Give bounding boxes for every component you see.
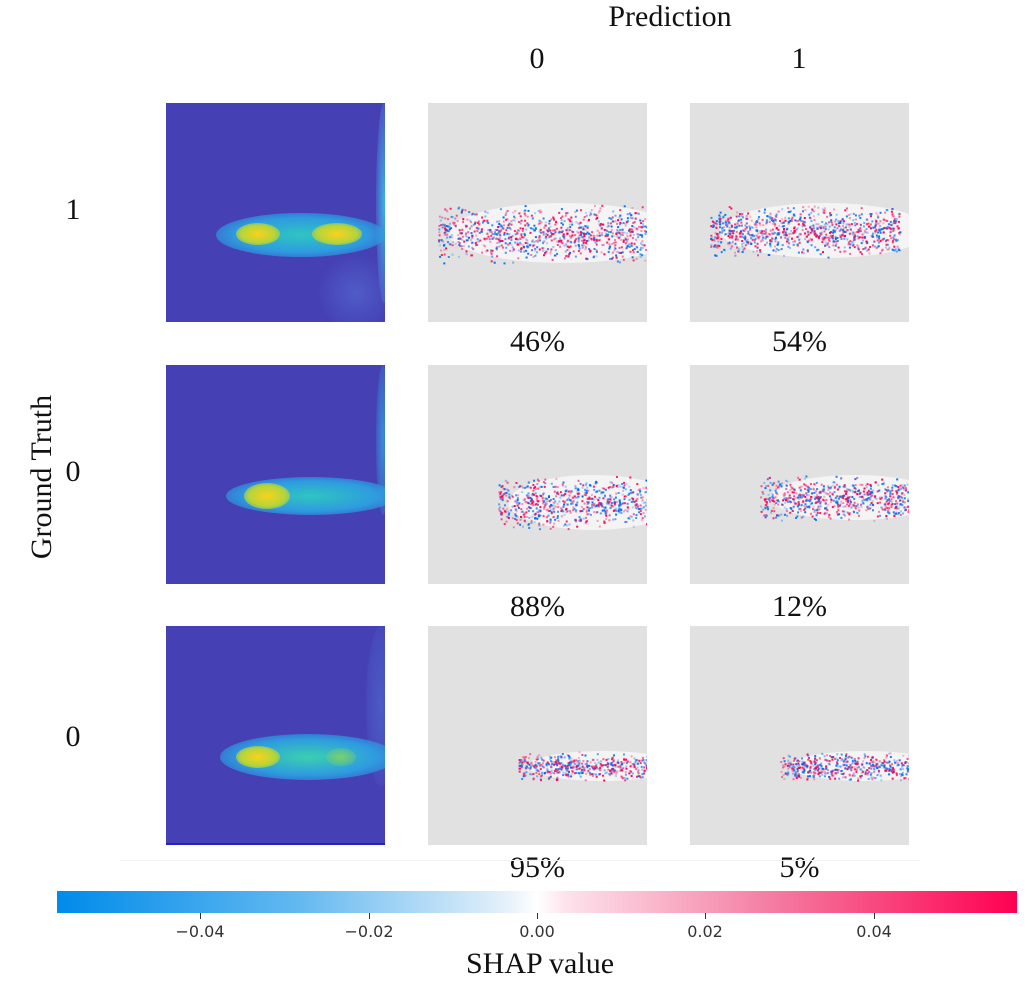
shap-noise (428, 626, 647, 845)
colorbar-tick-label: 0.00 (497, 922, 577, 941)
column-label-1: 1 (769, 42, 829, 76)
colorbar-tick-label: −0.04 (160, 922, 240, 941)
shap-map-row2-pred0 (428, 365, 647, 584)
shap-map-row1-pred0 (428, 103, 647, 322)
colorbar-tick (369, 913, 370, 919)
divider (120, 860, 920, 861)
input-heatmap-row1 (166, 103, 385, 322)
shap-noise (428, 365, 647, 584)
prob-row1-pred1: 54% (690, 325, 909, 359)
colorbar (57, 891, 1017, 913)
colorbar-tick-label: −0.02 (329, 922, 409, 941)
shap-map-row1-pred1 (690, 103, 909, 322)
prob-row3-pred1: 5% (690, 851, 909, 885)
colorbar-tick (200, 913, 201, 919)
colorbar-tick-label: 0.04 (834, 922, 914, 941)
input-heatmap-row3 (166, 626, 385, 845)
input-heatmap-row2 (166, 365, 385, 584)
colorbar-tick (705, 913, 706, 919)
prob-row3-pred0: 95% (428, 851, 647, 885)
row-label-1: 1 (53, 193, 93, 227)
prob-row1-pred0: 46% (428, 325, 647, 359)
shap-noise (690, 365, 909, 584)
colorbar-label: SHAP value (420, 947, 660, 981)
shap-noise (690, 626, 909, 845)
shap-map-row2-pred1 (690, 365, 909, 584)
row-label-3: 0 (53, 720, 93, 754)
shap-noise (690, 103, 909, 322)
figure-title: Prediction (580, 0, 760, 34)
prob-row2-pred0: 88% (428, 590, 647, 624)
shap-map-row3-pred0 (428, 626, 647, 845)
shap-map-row3-pred1 (690, 626, 909, 845)
shap-noise (428, 103, 647, 322)
colorbar-tick (537, 913, 538, 919)
colorbar-tick (874, 913, 875, 919)
colorbar-tick-label: 0.02 (665, 922, 745, 941)
prob-row2-pred1: 12% (690, 590, 909, 624)
column-label-0: 0 (507, 42, 567, 76)
row-label-2: 0 (53, 455, 93, 489)
